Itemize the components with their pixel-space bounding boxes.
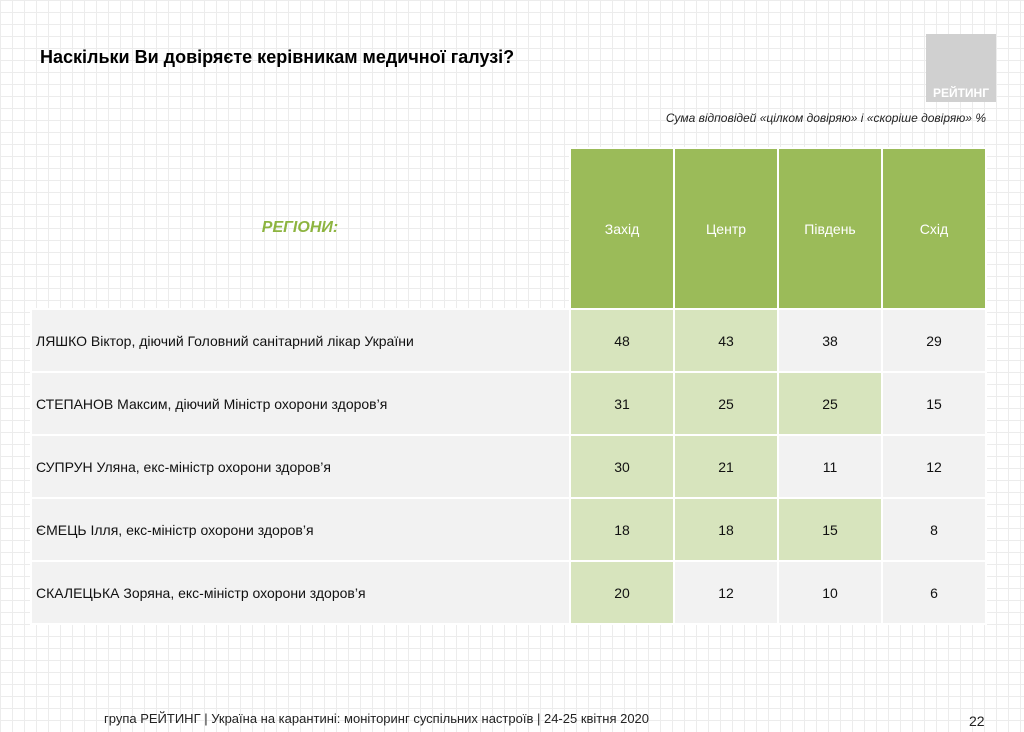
person-name: СТЕПАНОВ Максим, діючий Міністр охорони … [30, 371, 571, 436]
footer: група РЕЙТИНГ | Україна на карантині: мо… [104, 711, 650, 726]
person-name: ЛЯШКО Віктор, діючий Головний санітарний… [30, 308, 571, 373]
page-title: Наскільки Ви довіряєте керівникам медичн… [40, 47, 515, 67]
logo-text: РЕЙТИНГ [932, 86, 990, 100]
value-cell: 30 [569, 434, 675, 499]
table-row: СУПРУН Уляна, екс-міністр охорони здоров… [30, 434, 987, 499]
table-row: СТЕПАНОВ Максим, діючий Міністр охорони … [30, 371, 987, 436]
value-cell: 6 [881, 560, 987, 625]
value-cell: 11 [777, 434, 883, 499]
table-row: ЛЯШКО Віктор, діючий Головний санітарний… [30, 308, 987, 373]
table-row: СКАЛЕЦЬКА Зоряна, екс-міністр охорони зд… [30, 560, 987, 625]
value-cell: 12 [881, 434, 987, 499]
value-cell: 25 [673, 371, 779, 436]
value-cell: 18 [673, 497, 779, 562]
value-cell: 21 [673, 434, 779, 499]
value-cell: 43 [673, 308, 779, 373]
value-cell: 38 [777, 308, 883, 373]
table-row: ЄМЕЦЬ Ілля, екс-міністр охорони здоров’я… [30, 497, 987, 562]
person-name: ЄМЕЦЬ Ілля, екс-міністр охорони здоров’я [30, 497, 571, 562]
regions-label: РЕГІОНИ: [261, 219, 339, 236]
value-cell: 15 [777, 497, 883, 562]
header-row: РЕГІОНИ: Захід Центр Південь Схід [31, 147, 987, 310]
value-cell: 48 [569, 308, 675, 373]
value-cell: 12 [673, 560, 779, 625]
value-cell: 18 [569, 497, 675, 562]
subtitle: Сума відповідей «цілком довіряю» і «скор… [665, 111, 986, 125]
value-cell: 29 [881, 308, 987, 373]
value-cell: 20 [569, 560, 675, 625]
column-header: Схід [881, 147, 987, 310]
column-header: Захід [569, 147, 675, 310]
value-cell: 15 [881, 371, 987, 436]
value-cell: 10 [777, 560, 883, 625]
rating-logo: РЕЙТИНГ [926, 34, 996, 102]
page-number: 22 [969, 713, 985, 729]
value-cell: 8 [881, 497, 987, 562]
trust-table: РЕГІОНИ: Захід Центр Південь Схід ЛЯШКО … [30, 147, 987, 625]
person-name: СКАЛЕЦЬКА Зоряна, екс-міністр охорони зд… [30, 560, 571, 625]
column-header: Центр [673, 147, 779, 310]
value-cell: 31 [569, 371, 675, 436]
column-header: Південь [777, 147, 883, 310]
value-cell: 25 [777, 371, 883, 436]
person-name: СУПРУН Уляна, екс-міністр охорони здоров… [30, 434, 571, 499]
